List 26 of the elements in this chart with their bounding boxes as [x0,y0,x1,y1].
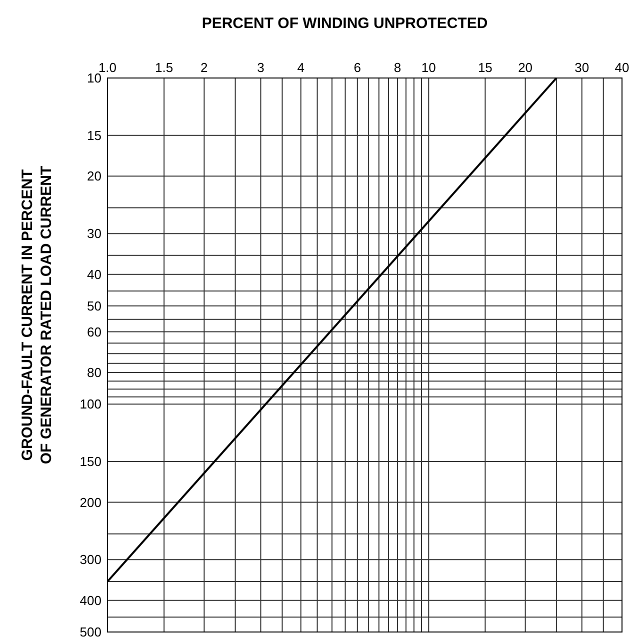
y-tick-label: 30 [87,226,102,242]
y-tick-label: 60 [87,324,102,340]
y-axis-title: GROUND-FAULT CURRENT IN PERCENT OF GENERATOR RATED LOAD CURRENT [19,166,55,464]
y-tick-label: 80 [87,365,102,380]
x-tick-label: 6 [354,60,362,75]
x-tick-label: 2 [200,60,208,75]
y-tick-label: 40 [87,266,102,282]
y-tick-label: 50 [87,298,102,314]
x-tick-label: 20 [518,60,533,75]
x-tick-label: 3 [257,60,264,75]
x-tick-label: 1.5 [155,60,174,75]
x-axis-title: PERCENT OF WINDING UNPROTECTED [202,15,488,32]
y-tick-label: 15 [87,128,102,143]
y-tick-label: 100 [80,396,102,412]
y-tick-label: 150 [80,454,102,470]
y-tick-label: 20 [87,168,102,184]
x-tick-label: 40 [614,60,630,75]
x-tick-label: 10 [421,60,436,75]
x-tick-label: 30 [574,60,590,75]
x-tick-label: 4 [297,60,304,75]
y-tick-label: 400 [80,592,102,608]
y-tick-label: 300 [80,552,102,568]
y-tick-label: 200 [80,494,102,510]
x-tick-label: 8 [394,60,402,75]
x-tick-label: 15 [478,60,492,75]
y-tick-label: 500 [80,624,102,637]
